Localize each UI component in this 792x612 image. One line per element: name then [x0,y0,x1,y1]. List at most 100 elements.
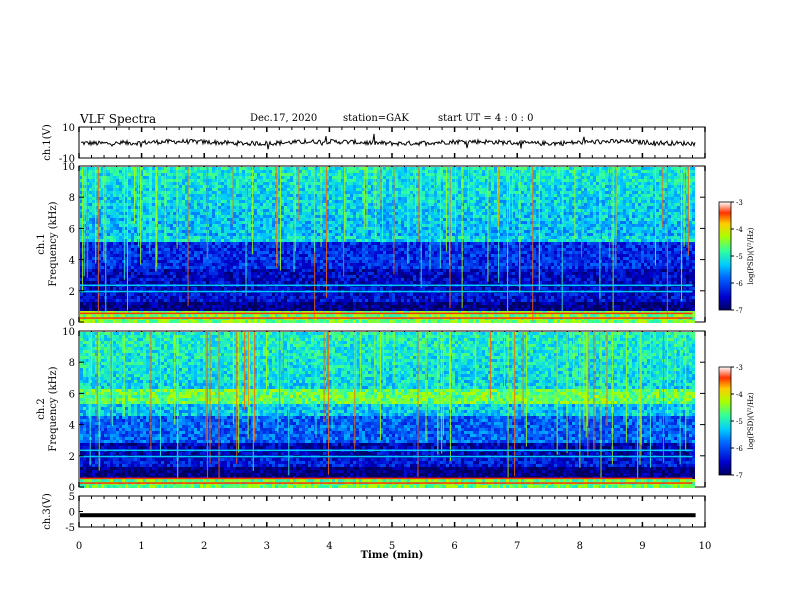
spectrogram-cell [179,302,182,305]
spectrogram-cell [290,257,293,260]
spectrogram-cell [110,203,113,206]
spectrogram-cell [134,305,137,308]
spectrogram-cell [320,302,323,305]
spectrogram-cell [224,215,227,218]
spectrogram-cell [194,203,197,206]
spectrogram-cell [191,305,194,308]
spectrogram-cell [260,245,263,248]
spectrogram-cell [239,320,242,323]
spectrogram-cell [332,269,335,272]
spectrogram-cell [332,182,335,185]
spectrogram-cell [167,218,170,221]
spectrogram-cell [230,233,233,236]
spectrogram-cell [290,245,293,248]
spectrogram-cell [197,218,200,221]
spectrogram-cell [101,248,104,251]
spectrogram-cell [179,308,182,311]
spectrogram-cell [128,251,131,254]
spectrogram-cell [86,296,89,299]
spectrogram-cell [332,191,335,194]
spectrogram-cell [263,275,266,278]
spectrogram-cell [287,263,290,266]
spectrogram-cell [95,269,98,272]
spectrogram-cell [323,182,326,185]
spectrogram-cell [329,314,332,317]
spectrogram-cell [176,272,179,275]
spectrogram-cell [188,215,191,218]
spectrogram-cell [179,278,182,281]
spectrogram-cell [89,263,92,266]
spectrogram-cell [149,275,152,278]
spectrogram-cell [194,197,197,200]
spectrogram-cell [248,212,251,215]
spectrogram-cell [338,206,341,209]
spectrogram-cell [248,299,251,302]
spectrogram-cell [200,254,203,257]
spectrogram-cell [209,287,212,290]
spectrogram-cell [269,296,272,299]
spectrogram-cell [89,305,92,308]
spectrogram-cell [332,293,335,296]
spectrogram-cell [158,170,161,173]
spectrogram-cell [95,185,98,188]
spectrogram-cell [176,260,179,263]
spectrogram-cell [140,212,143,215]
spectrogram-cell [188,236,191,239]
spectrogram-cell [116,242,119,245]
spectrogram-cell [227,308,230,311]
spectrogram-cell [218,167,221,170]
spectrogram-cell [206,287,209,290]
spectrogram-cell [149,287,152,290]
spectrogram-cell [185,221,188,224]
spectrogram-cell [182,194,185,197]
spectrogram-cell [134,179,137,182]
spectrogram-cell [248,197,251,200]
spectrogram-cell [167,239,170,242]
spectrogram-cell [239,179,242,182]
spectrogram-cell [317,251,320,254]
spectrogram-cell [107,281,110,284]
spectrogram-cell [101,302,104,305]
spectrogram-cell [122,287,125,290]
spectrogram-cell [215,242,218,245]
spectrogram-cell [323,236,326,239]
spectrogram-cell [209,251,212,254]
spectrogram-cell [290,173,293,176]
spectrogram-cell [194,170,197,173]
spectrogram-cell [284,185,287,188]
spectrogram-cell [164,281,167,284]
spectrogram-cell [131,194,134,197]
spectrogram-cell [188,287,191,290]
spectrogram-cell [128,239,131,242]
spectrogram-cell [281,248,284,251]
spectrogram-cell [302,236,305,239]
spectrogram-cell [182,254,185,257]
spectrogram-cell [299,299,302,302]
spectrogram-cell [236,320,239,323]
spectrogram-cell [146,296,149,299]
spectrogram-cell [176,302,179,305]
spectrogram-cell [92,215,95,218]
spectrogram-cell [152,203,155,206]
spectrogram-cell [200,305,203,308]
spectrogram-cell [272,248,275,251]
spectrogram-cell [245,308,248,311]
spectrogram-cell [299,215,302,218]
spectrogram-cell [257,296,260,299]
spectrogram-cell [110,176,113,179]
spectrogram-cell [332,257,335,260]
spectrogram-cell [242,320,245,323]
spectrogram-cell [308,203,311,206]
spectrogram-cell [260,257,263,260]
spectrogram-cell [170,206,173,209]
spectrogram-cell [140,248,143,251]
spectrogram-cell [140,215,143,218]
spectrogram-cell [188,311,191,314]
spectrogram-cell [224,254,227,257]
spectrogram-cell [221,224,224,227]
spectrogram-cell [260,314,263,317]
spectrogram-cell [209,173,212,176]
spectrogram-cell [254,269,257,272]
spectrogram-cell [98,296,101,299]
spectrogram-cell [254,191,257,194]
